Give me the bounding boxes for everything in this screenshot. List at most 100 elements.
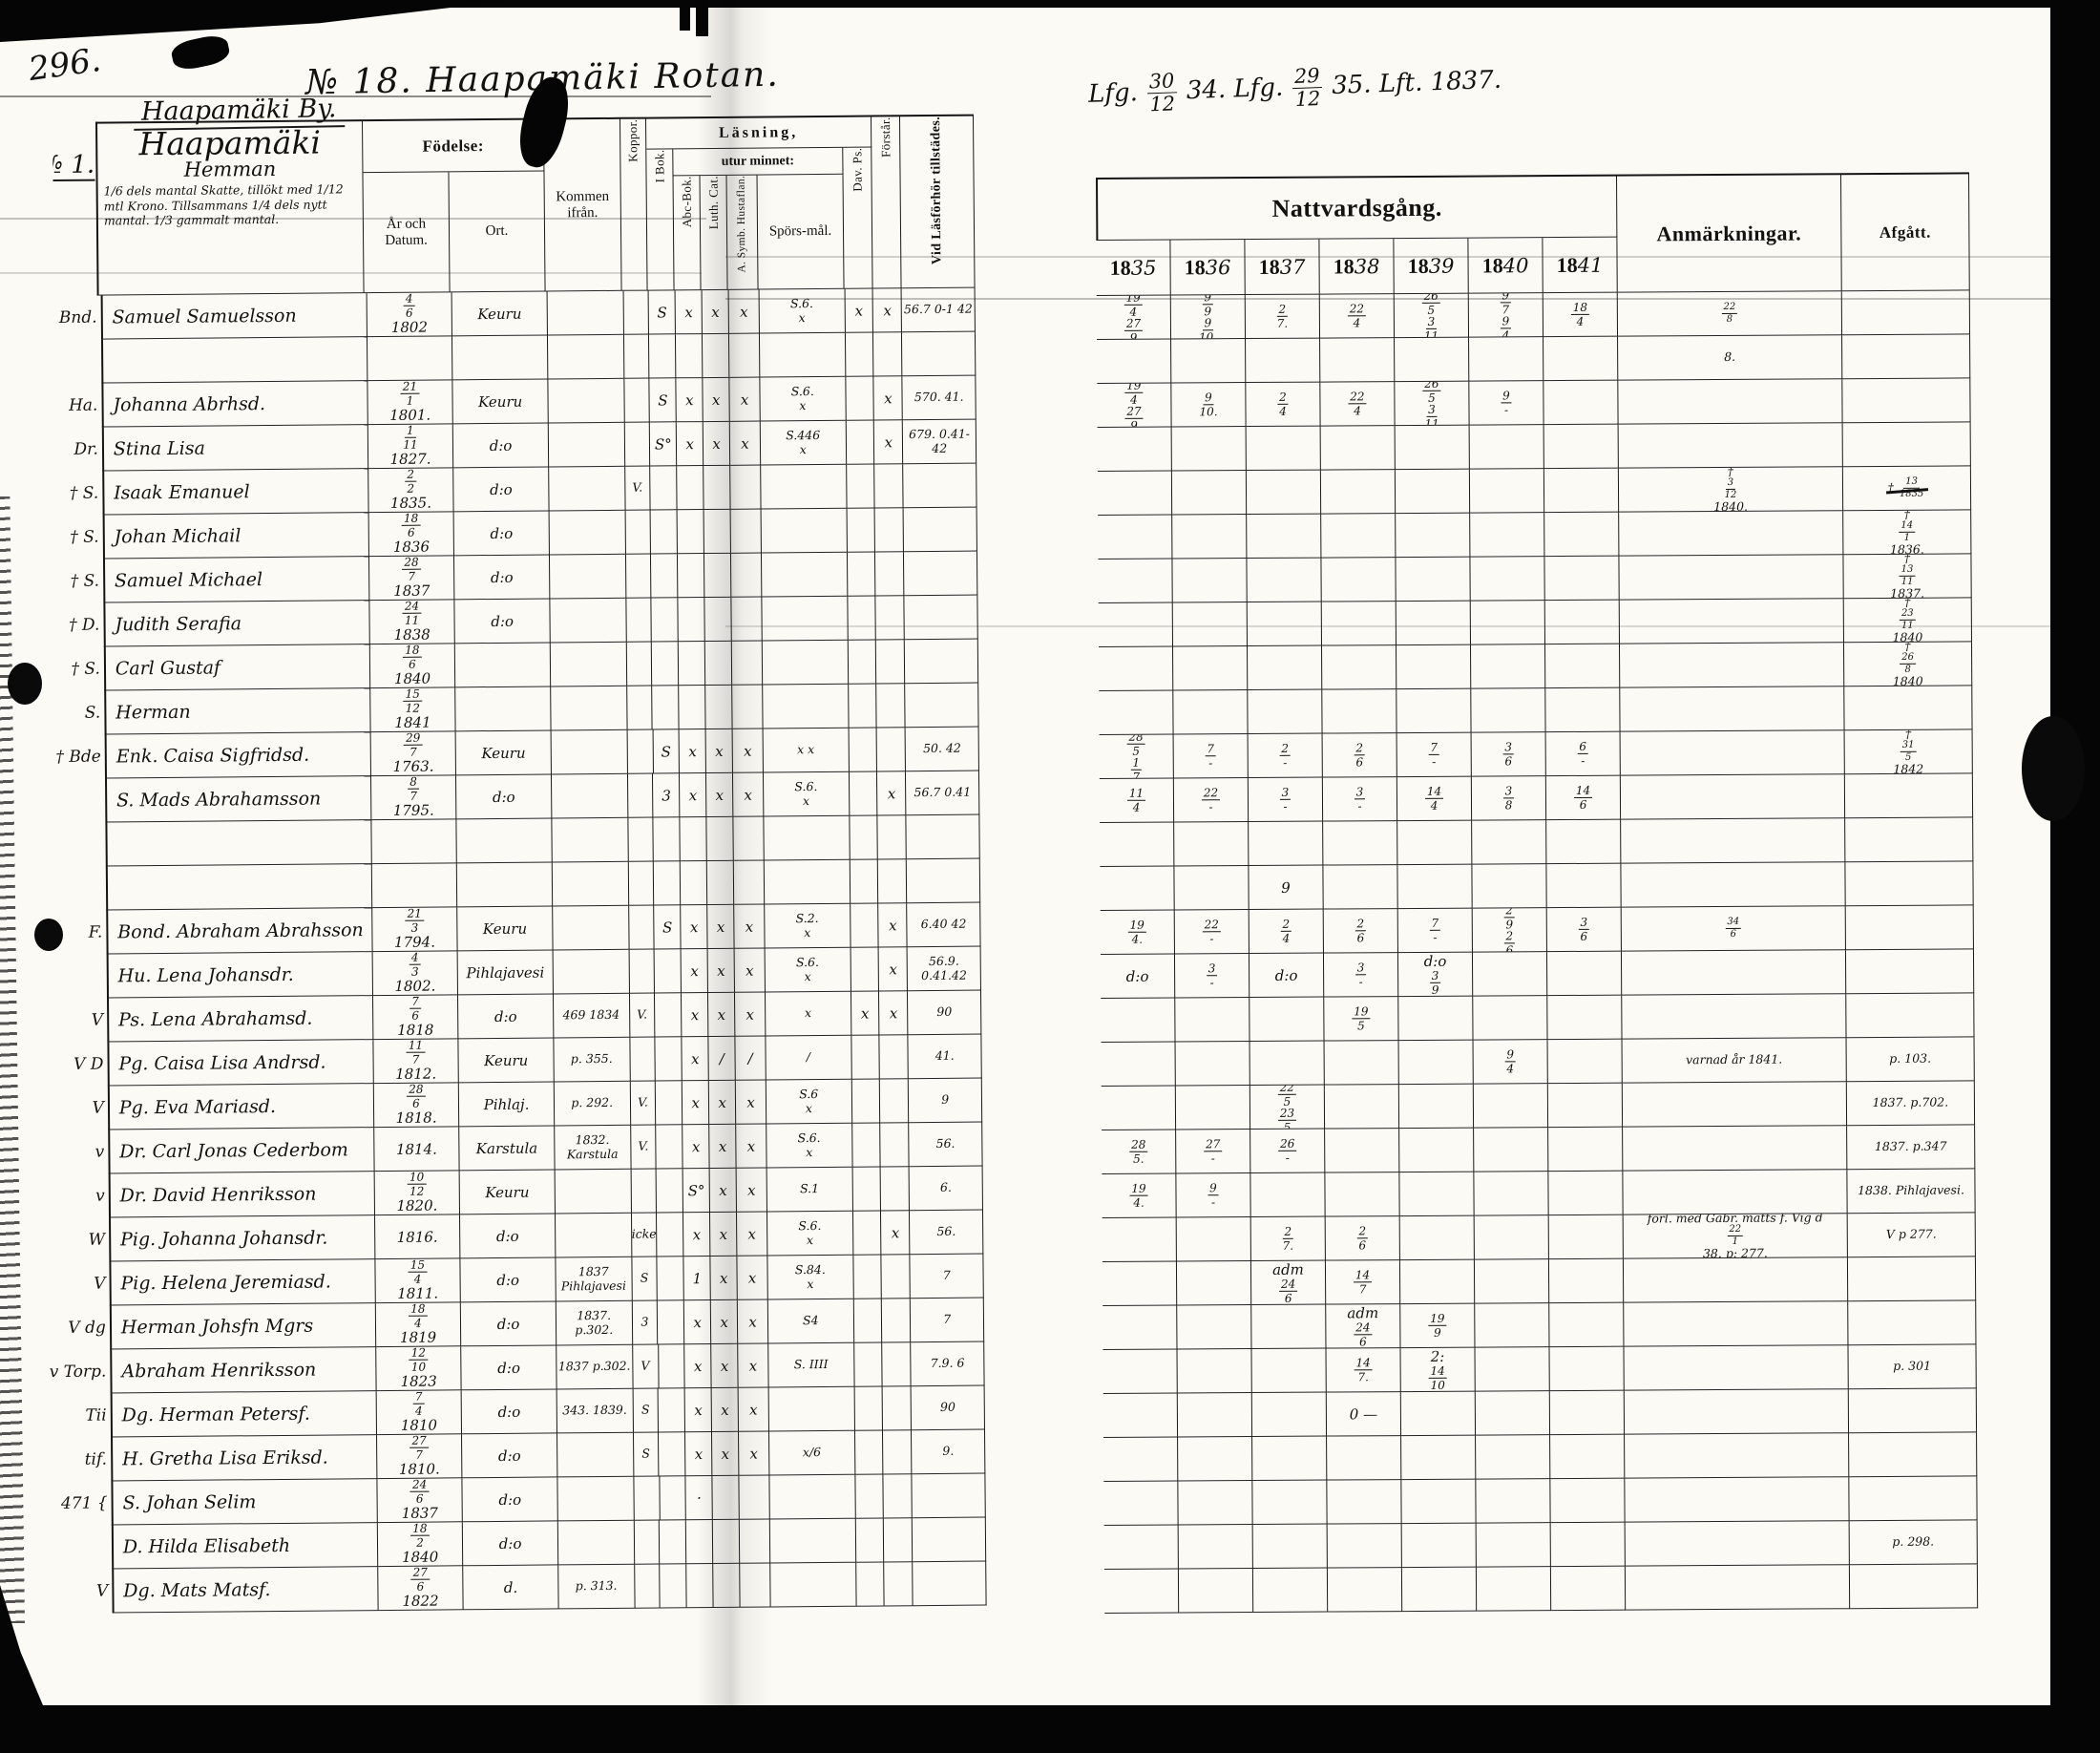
communion-date: [1173, 646, 1249, 691]
margin-mark: Ha.: [68, 395, 98, 415]
margin-mark: † D.: [68, 615, 100, 635]
luth-mark: [704, 597, 732, 643]
dav-ps-mark: [850, 859, 879, 904]
sporsmal-mark: [763, 684, 850, 729]
forstar-mark: [876, 684, 906, 729]
person-name: Pig. Helena Jeremiasd.: [109, 1259, 376, 1306]
dav-ps-mark: [847, 552, 876, 597]
col-ar-datum: År och Datum.: [363, 172, 451, 294]
communion-date: [1401, 1435, 1477, 1481]
birth-place: Keuru: [457, 906, 554, 952]
col-dav-ps-label: Dav. Ps.: [849, 147, 865, 192]
communion-date: [1548, 1258, 1625, 1304]
farm-number-margin: № 1.: [52, 122, 97, 296]
hustaflan-mark: x: [732, 729, 764, 773]
koppor-mark: [627, 773, 654, 818]
forhor-pages: [913, 1517, 987, 1563]
margin-mark: S.: [84, 703, 101, 723]
afgatt-note: † 13 11 1837.: [1843, 554, 1972, 600]
forhor-pages: 56.9. 0.41.42: [907, 946, 981, 992]
kommen-ifran: [547, 334, 624, 380]
birth-date: [371, 863, 458, 909]
dav-ps-mark: [852, 1211, 882, 1256]
communion-date: [1252, 1480, 1328, 1526]
record-row-left: v Torp. Abraham Henriksson 12 10 1823 d:o 183…: [50, 1341, 985, 1394]
person-name: Johan Michail: [102, 513, 369, 560]
forhor-pages: 9.: [912, 1429, 986, 1475]
kommen-ifran: [548, 378, 625, 424]
record-row-left: S. Mads Abrahamsson 8 7 1795. d:o 3 x x x S.6. x x…: [58, 771, 980, 823]
scan-streak: [725, 256, 2052, 258]
communion-date: [1103, 1481, 1179, 1526]
communion-date: [1103, 1569, 1180, 1614]
person-name: Isaak Emanuel: [102, 469, 369, 516]
communion-date: [1396, 601, 1471, 646]
dav-ps-mark: [846, 464, 876, 509]
birth-place: d:o: [458, 994, 555, 1040]
communion-date: d:o: [1249, 953, 1325, 999]
communion-date: [1396, 688, 1472, 734]
birth-date: 28 6 1818.: [373, 1083, 460, 1129]
record-row-right: † 14 1 1836.: [1098, 510, 1973, 560]
record-row-right: 8.: [1097, 334, 1972, 384]
koppor-mark: [629, 1037, 657, 1082]
sporsmal-mark: [762, 640, 849, 686]
communion-date: [1472, 820, 1547, 865]
margin-mark: † S.: [70, 527, 99, 547]
communion-date: [1327, 1568, 1403, 1613]
communion-date: [1548, 1127, 1624, 1172]
year-row: 1835 1836 1837 1838 1839 1840 1841: [1096, 237, 1618, 296]
farm-header-cell: Haapamäki Hemman 1/6 dels mantal Skatte,…: [94, 119, 365, 296]
abc-mark: x: [685, 1432, 713, 1477]
communion-date: [1473, 996, 1548, 1041]
birth-date: 24 11 1838: [369, 600, 456, 645]
luth-mark: [703, 333, 730, 379]
communion-date: [1178, 1569, 1254, 1614]
sporsmal-mark: S.446 x: [760, 420, 847, 466]
col-ort-label: Ort.: [485, 222, 509, 240]
communion-date: [1327, 1524, 1402, 1569]
col-koppor: Koppor.: [620, 116, 648, 291]
hustaflan-mark: [730, 465, 762, 510]
kommen-ifran: [549, 466, 626, 512]
communion-date: [1474, 1128, 1549, 1172]
person-name: Samuel Michael: [102, 557, 370, 603]
communion-date: adm 24 6: [1326, 1304, 1401, 1349]
kommen-ifran: [552, 861, 629, 907]
birth-date: 18 6 1836: [368, 512, 455, 558]
communion-date: [1544, 380, 1619, 426]
luth-mark: [706, 816, 734, 862]
afgatt-note: † 26 8 1840: [1843, 642, 1973, 687]
forstar-mark: x: [873, 288, 903, 333]
ink-blot: [8, 663, 42, 705]
forhor-pages: [912, 1473, 986, 1519]
margin-mark: V D: [74, 1054, 104, 1074]
communion-date: [1546, 863, 1622, 909]
kommen-ifran: [552, 817, 629, 863]
communion-date: [1177, 1305, 1252, 1350]
forstar-mark: [882, 1299, 912, 1343]
sporsmal-mark: S.6. x: [765, 947, 851, 993]
record-row-left: V Dg. Mats Matsf. 27 6 1822 d. p. 313.: [65, 1561, 987, 1614]
birth-date: 28 7 1837: [368, 556, 455, 602]
luth-mark: x: [708, 1080, 737, 1126]
sporsmal-mark: S. IIII: [768, 1342, 855, 1388]
communion-date: [1103, 1525, 1179, 1570]
scan-streak: [725, 298, 2052, 300]
communion-date: [1102, 1261, 1178, 1306]
forstar-mark: [877, 815, 908, 860]
ibok-mark: [655, 1037, 683, 1082]
ibok-mark: [650, 510, 679, 555]
communion-date: 11 4: [1099, 778, 1175, 823]
forhor-pages: 6.40 42: [907, 902, 981, 948]
forhor-pages: 570. 41.: [902, 375, 976, 421]
communion-date: [1246, 470, 1322, 516]
luth-mark: x: [703, 421, 731, 467]
margin-mark: † S.: [71, 659, 100, 679]
person-name: S. Johan Selim: [111, 1479, 378, 1526]
margin-mark: tif.: [84, 1449, 108, 1469]
communion-date: 22 4: [1320, 382, 1396, 427]
ibok-mark: [657, 1213, 684, 1257]
